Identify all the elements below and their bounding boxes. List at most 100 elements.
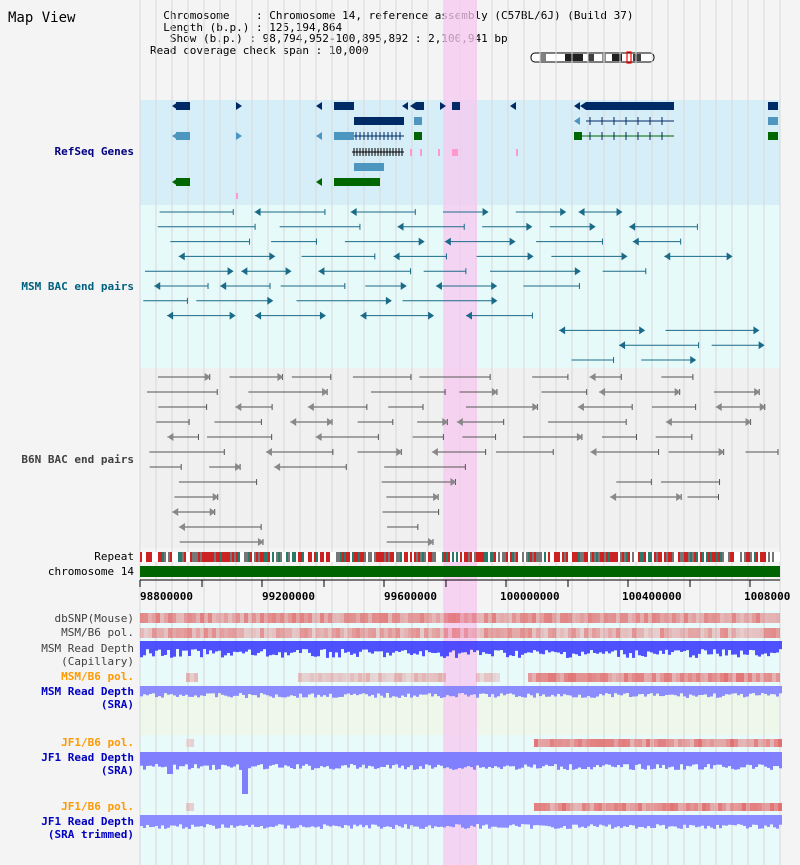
repeat-element xyxy=(562,552,564,562)
repeat-element xyxy=(260,552,262,562)
jf1-depth-trim-bar xyxy=(503,815,506,828)
jf1-b6-pol-cell xyxy=(538,739,542,747)
msm-b6-pol2-cell xyxy=(310,673,314,682)
track-label-chromosome: chromosome 14 xyxy=(47,565,134,578)
repeat-element xyxy=(718,552,720,562)
strand-arrow xyxy=(440,102,446,110)
dbsnp-cell xyxy=(740,613,744,623)
jf1-depth-trim-bar xyxy=(530,815,533,829)
strand-arrow xyxy=(204,373,211,381)
msm-depth-cap-bar xyxy=(377,641,380,652)
msm-depth-sra-bar xyxy=(614,686,617,694)
jf1-depth-sra-bar xyxy=(569,752,572,765)
repeat-element xyxy=(146,552,148,562)
repeat-element xyxy=(578,552,580,562)
msm-depth-sra-bar xyxy=(188,686,191,697)
msm-b6-pol-cell xyxy=(588,628,592,638)
jf1-depth-trim-bar xyxy=(278,815,281,825)
jf1-depth-trim-bar xyxy=(737,815,740,825)
chromosome-ideogram[interactable] xyxy=(530,51,655,64)
msm-depth-sra-bar xyxy=(635,686,638,697)
msm-b6-pol2-cell xyxy=(716,673,720,682)
refseq-genes[interactable] xyxy=(172,102,778,199)
jf1-depth-sra-bar xyxy=(158,752,161,767)
dbsnp-cell xyxy=(412,613,416,623)
jf1-depth-sra-bar xyxy=(524,752,527,765)
msm-b6-pol-cell xyxy=(312,628,316,638)
msm-b6-pol-cell xyxy=(776,628,780,638)
msm-b6-pol-cell xyxy=(368,628,372,638)
msm-b6-pol2-cell xyxy=(398,673,402,682)
strand-arrow xyxy=(316,102,322,110)
selected-region-highlight[interactable] xyxy=(444,0,477,865)
strand-arrow xyxy=(599,388,606,396)
tick-label-1: 98800000 xyxy=(140,590,193,603)
jf1-b6-pol-cell xyxy=(758,739,762,747)
jf1-depth-trim-bar xyxy=(302,815,305,827)
repeat-element xyxy=(344,552,346,562)
repeat-element xyxy=(296,552,298,562)
strand-arrow xyxy=(690,356,697,364)
dbsnp-cell xyxy=(244,613,248,623)
jf1-depth-sra-bar xyxy=(548,752,551,767)
repeat-element xyxy=(172,552,174,562)
msm-b6-pol-cell xyxy=(640,628,644,638)
jf1-depth-sra-bar xyxy=(725,752,728,768)
msm-b6-pol2-cell xyxy=(672,673,676,682)
repeat-element xyxy=(500,552,502,562)
msm-b6-pol2-cell xyxy=(334,673,338,682)
msm-depth-cap-bar xyxy=(392,641,395,653)
jf1-depth-sra-bar xyxy=(254,752,257,767)
repeat-element xyxy=(330,552,332,562)
repeat-element xyxy=(210,552,212,562)
dbsnp-cell xyxy=(736,613,740,623)
repeat-element xyxy=(582,552,584,562)
repeat-element xyxy=(568,552,570,562)
variation-tracks[interactable] xyxy=(140,613,782,829)
jf1-depth-sra-bar xyxy=(638,752,641,765)
repeat-element xyxy=(448,552,450,562)
repeat-element xyxy=(662,552,664,562)
strand-arrow xyxy=(759,403,766,411)
msm-b6-pol-cell xyxy=(476,628,480,638)
msm-depth-cap-bar xyxy=(539,641,542,654)
msm-depth-sra-bar xyxy=(521,686,524,698)
jf1-depth-trim-bar xyxy=(644,815,647,829)
msm-depth-sra-bar xyxy=(224,686,227,696)
jf1-depth-sra-bar xyxy=(251,752,254,767)
repeat-element xyxy=(266,552,268,562)
repeat-element xyxy=(564,552,566,562)
repeat-element xyxy=(504,552,506,562)
jf1-depth-sra-bar xyxy=(359,752,362,768)
track-label-jf1-depth-trim-2: (SRA trimmed) xyxy=(47,828,134,841)
jf1-depth-trim-bar xyxy=(620,815,623,828)
jf1-depth-sra-bar xyxy=(314,752,317,769)
repeat-track[interactable] xyxy=(140,552,780,562)
msm-b6-pol-cell xyxy=(188,628,192,638)
msm-depth-cap-bar xyxy=(233,641,236,652)
dbsnp-cell xyxy=(608,613,612,623)
b6n-bac-end-pairs[interactable] xyxy=(146,373,779,546)
msm-b6-pol-cell xyxy=(564,628,568,638)
repeat-element xyxy=(226,552,228,562)
jf1-depth-trim-bar xyxy=(527,815,530,825)
jf1-depth-sra-bar xyxy=(290,752,293,769)
msm-depth-cap-bar xyxy=(461,641,464,653)
dbsnp-cell xyxy=(748,613,752,623)
jf1-depth-trim-bar xyxy=(311,815,314,827)
jf1-depth-sra-bar xyxy=(311,752,314,770)
jf1-depth-trim-bar xyxy=(770,815,773,825)
msm-bac-end-pairs[interactable] xyxy=(143,208,765,364)
chromosome-bar[interactable] xyxy=(140,566,780,577)
strand-arrow xyxy=(616,208,623,216)
jf1-b6-pol-cell xyxy=(706,739,710,747)
msm-depth-cap-bar xyxy=(275,641,278,656)
jf1-depth-trim-bar xyxy=(164,815,167,829)
repeat-element xyxy=(278,552,280,562)
jf1-depth-trim-bar xyxy=(374,815,377,825)
dbsnp-cell xyxy=(400,613,404,623)
msm-depth-sra-bar xyxy=(716,686,719,698)
jf1-b6-pol-cell xyxy=(718,739,722,747)
